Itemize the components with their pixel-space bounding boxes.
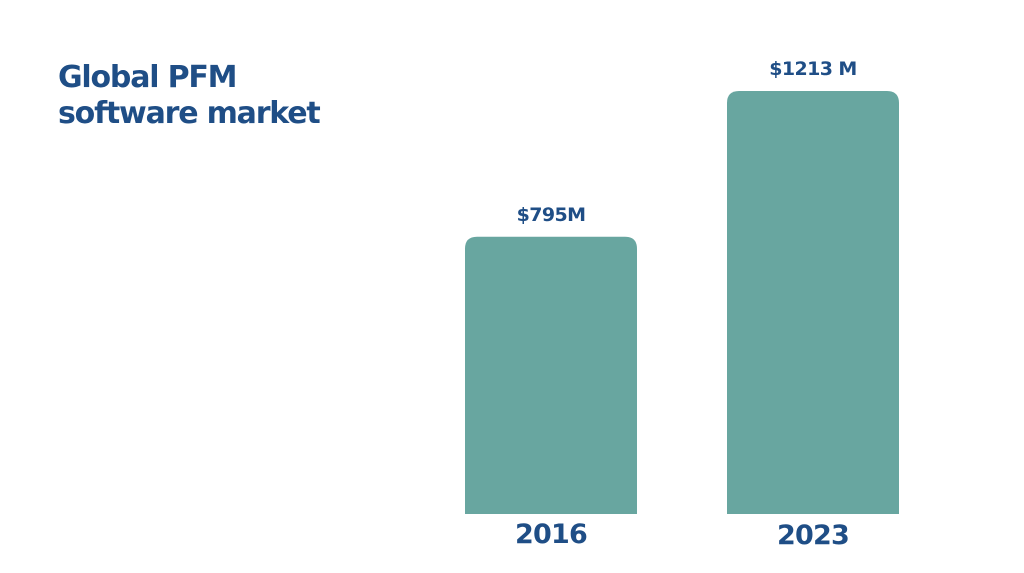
- data-label-2023: $1213 M: [769, 58, 856, 80]
- x-tick-label-2016: 2016: [515, 519, 587, 550]
- data-label-2016: $795M: [517, 204, 586, 226]
- bar-2023: [727, 91, 899, 514]
- chart-title-line-1: Global PFM: [58, 60, 238, 95]
- chart-title-line-2: software market: [58, 96, 321, 131]
- x-tick-label-2023: 2023: [777, 520, 849, 551]
- chart-title: Global PFM software market: [58, 60, 378, 132]
- bar-2016: [465, 236, 637, 514]
